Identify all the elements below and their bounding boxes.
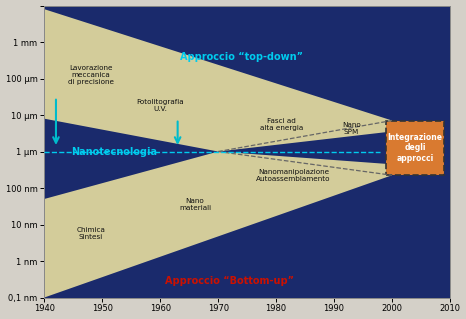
Text: Approccio “Bottom-up”: Approccio “Bottom-up”: [165, 276, 294, 286]
Text: Nanomanipolazione
Autoassemblamento: Nanomanipolazione Autoassemblamento: [256, 169, 331, 182]
Text: Approccio “top-down”: Approccio “top-down”: [180, 52, 303, 62]
Text: Lavorazione
meccanica
di precisione: Lavorazione meccanica di precisione: [68, 65, 114, 85]
Polygon shape: [44, 9, 392, 152]
Text: Chimica
Sintesi: Chimica Sintesi: [76, 227, 105, 240]
Text: Fotolitografia
U.V.: Fotolitografia U.V.: [137, 100, 184, 112]
Bar: [386, 121, 444, 175]
Text: Nanotecnologia: Nanotecnologia: [71, 146, 157, 157]
Text: Nano
materiali: Nano materiali: [179, 198, 211, 211]
Polygon shape: [44, 152, 392, 298]
Text: Integrazione
degli
approcci: Integrazione degli approcci: [388, 133, 443, 163]
Text: Nano
SPM: Nano SPM: [342, 122, 361, 135]
Bar: [386, 121, 444, 175]
Text: Fasci ad
alta energia: Fasci ad alta energia: [260, 118, 303, 131]
